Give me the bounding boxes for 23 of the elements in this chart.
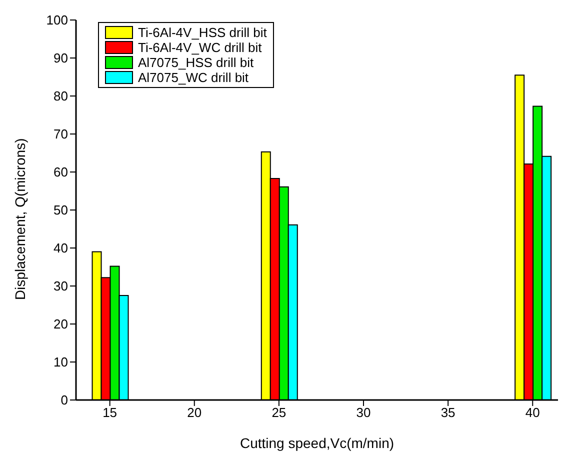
y-tick-label: 30: [54, 278, 68, 294]
x-tick-label: 40: [525, 405, 540, 420]
y-tick-label: 80: [54, 88, 68, 104]
x-tick-label: 20: [187, 405, 202, 420]
y-tick-label: 60: [54, 164, 68, 180]
y-tick-label: 20: [54, 316, 68, 332]
legend-label: Al7075_HSS drill bit: [138, 55, 254, 70]
x-tick-label: 25: [272, 405, 286, 420]
y-tick-label: 0: [60, 392, 68, 408]
y-tick-label: 50: [54, 202, 68, 218]
legend-label: Ti-6Al-4V_HSS drill bit: [138, 25, 267, 40]
x-tick-label: 15: [102, 405, 118, 420]
y-axis-title: Displacement, Q(microns): [12, 138, 28, 300]
y-tick-label: 100: [46, 12, 68, 28]
legend-label: Ti-6Al-4V_WC drill bit: [138, 40, 262, 55]
y-tick-label: 10: [54, 354, 68, 370]
x-axis-title: Cutting speed,Vc(m/min): [240, 434, 394, 451]
x-tick-label: 30: [356, 405, 371, 420]
y-tick-label: 90: [54, 50, 68, 66]
legend-label: Al7075_WC drill bit: [138, 70, 249, 85]
y-tick-label: 70: [54, 126, 68, 142]
y-tick-label: 40: [54, 240, 68, 256]
x-tick-label: 35: [440, 405, 456, 420]
